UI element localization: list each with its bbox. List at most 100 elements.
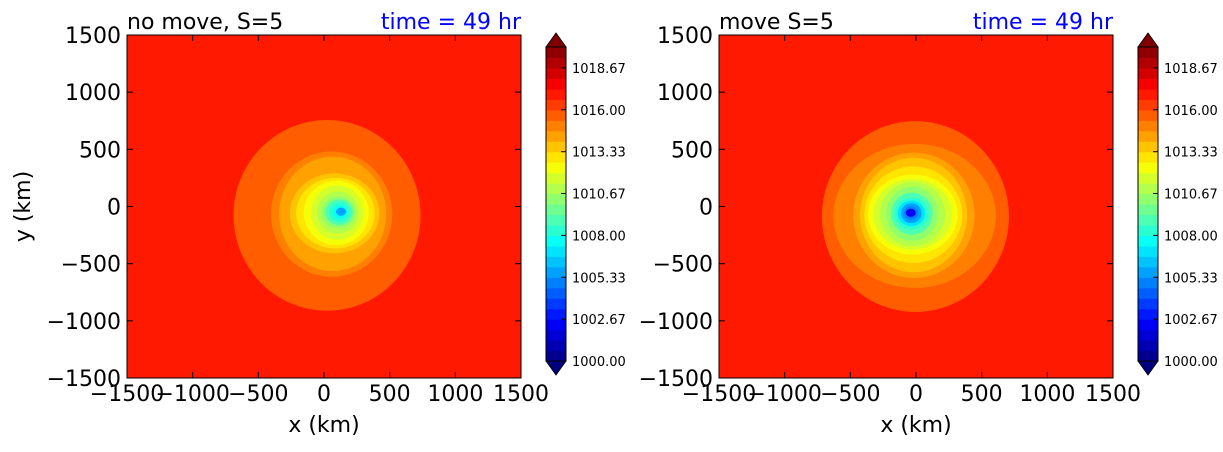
right-colorbar-segment (1138, 88, 1158, 100)
right-colorbar-extend-min (1137, 360, 1159, 376)
left-colorbar-segment (546, 298, 566, 310)
left-colorbar-segment (546, 340, 566, 352)
right-x-tick-label: 1500 (1085, 382, 1141, 407)
left-colorbar-segment (546, 109, 566, 121)
left-colorbar-segment (546, 214, 566, 226)
right-colorbar-segment (1138, 99, 1158, 111)
right-colorbar-tick-label: 1002.67 (1164, 313, 1218, 328)
left-colorbar-segment (546, 245, 566, 257)
right-colorbar-segment (1138, 162, 1158, 174)
right-x-axis-label: x (km) (880, 413, 951, 438)
right-colorbar-segment (1138, 183, 1158, 195)
right-colorbar-segment (1138, 235, 1158, 247)
left-colorbar-segment (546, 151, 566, 163)
left-colorbar-segment (546, 308, 566, 320)
right-colorbar-extend-max (1137, 32, 1159, 48)
right-colorbar-segment (1138, 120, 1158, 132)
left-y-tick-label: 1500 (65, 24, 121, 49)
left-colorbar-extend-max (545, 32, 567, 48)
left-colorbar-segment (546, 256, 566, 268)
right-colorbar-segment (1138, 287, 1158, 299)
right-colorbar-segment (1138, 57, 1158, 69)
left-colorbar-segment (546, 78, 566, 90)
right-colorbar-segment (1138, 308, 1158, 320)
right-x-tick-label: −500 (820, 382, 880, 407)
left-colorbar-tick-label: 1008.00 (572, 229, 626, 244)
right-colorbar-segment (1138, 350, 1158, 362)
left-colorbar-segment (546, 57, 566, 69)
left-colorbar-segment (546, 350, 566, 362)
right-colorbar-tick-label: 1018.67 (1164, 62, 1218, 77)
left-y-tick-label: 500 (79, 138, 121, 163)
left-y-tick-label: 1000 (65, 81, 121, 106)
right-colorbar-segment (1138, 109, 1158, 121)
left-y-axis-label: y (km) (11, 171, 36, 242)
left-colorbar-segment (546, 204, 566, 216)
right-colorbar-segment (1138, 245, 1158, 257)
right-colorbar-segment (1138, 319, 1158, 331)
right-colorbar-segment (1138, 67, 1158, 79)
left-panel-title: no move, S=5 (127, 10, 283, 35)
right-y-tick-label: −500 (653, 253, 713, 278)
right-colorbar-segment (1138, 340, 1158, 352)
left-x-tick-label: 500 (369, 382, 411, 407)
right-y-tick-label: −1500 (639, 367, 713, 392)
left-colorbar-segment (546, 183, 566, 195)
left-colorbar: 1000.00 1002.67 1005.33 1008.00 1010.67 1013.… (545, 32, 626, 376)
left-y-tick-label: −1500 (47, 367, 121, 392)
left-x-tick-label: −1500 (90, 382, 164, 407)
right-colorbar-tick-label: 1005.33 (1164, 271, 1218, 286)
left-colorbar-segment (546, 172, 566, 184)
left-colorbar-segment (546, 319, 566, 331)
right-colorbar-segment (1138, 172, 1158, 184)
left-colorbar-tick-label: 1016.00 (572, 104, 626, 119)
right-panel-title: move S=5 (719, 10, 834, 35)
right-colorbar-segment (1138, 277, 1158, 289)
right-colorbar-segment (1138, 214, 1158, 226)
left-colorbar-tick-label: 1013.33 (572, 146, 626, 161)
right-storm-center (905, 208, 916, 217)
left-x-tick-label: −1000 (155, 382, 229, 407)
right-colorbar-tick-label: 1013.33 (1164, 146, 1218, 161)
left-x-tick-label: 0 (317, 382, 331, 407)
right-colorbar-segment (1138, 130, 1158, 142)
left-x-axis-label: x (km) (288, 413, 359, 438)
right-colorbar-tick-label: 1010.67 (1164, 187, 1218, 202)
left-pressure-field (127, 35, 521, 378)
right-colorbar-segment (1138, 204, 1158, 216)
left-colorbar-tick-label: 1002.67 (572, 313, 626, 328)
right-time-label: time = 49 hr (973, 10, 1114, 35)
left-colorbar-segment (546, 67, 566, 79)
right-x-tick-label: 0 (909, 382, 923, 407)
right-colorbar-segment (1138, 193, 1158, 205)
left-colorbar-segment (546, 287, 566, 299)
right-colorbar-segment (1138, 78, 1158, 90)
left-x-tick-label: −500 (228, 382, 288, 407)
left-colorbar-segment (546, 266, 566, 278)
left-colorbar-segment (546, 99, 566, 111)
left-panel: −1500−1000−500 0 500 1000 1500−1500−1000−500… (11, 10, 626, 438)
right-colorbar-segment (1138, 151, 1158, 163)
left-colorbar-segment (546, 88, 566, 100)
left-colorbar-segment (546, 329, 566, 341)
left-colorbar-segment (546, 141, 566, 153)
right-pressure-field (719, 35, 1113, 378)
right-x-tick-label: 1000 (1019, 382, 1075, 407)
left-y-tick-label: −500 (61, 253, 121, 278)
left-colorbar-frame (545, 46, 567, 362)
left-colorbar-segment (546, 277, 566, 289)
left-colorbar-segment (546, 235, 566, 247)
right-x-tick-label: −1500 (682, 382, 756, 407)
right-colorbar-tick-label: 1000.00 (1164, 355, 1218, 370)
left-colorbar-segment (546, 193, 566, 205)
right-colorbar-segment (1138, 266, 1158, 278)
left-x-tick-label: 1000 (427, 382, 483, 407)
left-colorbar-segment (546, 224, 566, 236)
left-time-label: time = 49 hr (381, 10, 522, 35)
right-x-tick-label: 500 (961, 382, 1003, 407)
right-colorbar-tick-label: 1008.00 (1164, 229, 1218, 244)
right-y-tick-label: −1000 (639, 310, 713, 335)
left-colorbar-tick-label: 1018.67 (572, 62, 626, 77)
right-colorbar-segment (1138, 47, 1158, 59)
